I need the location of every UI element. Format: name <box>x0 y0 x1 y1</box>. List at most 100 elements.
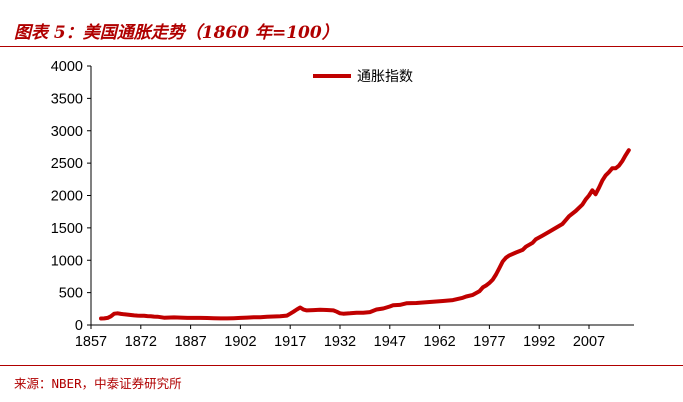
data-point <box>338 312 342 315</box>
data-point <box>265 315 269 318</box>
x-tick-label: 1917 <box>274 334 306 350</box>
data-point <box>113 312 116 315</box>
data-point <box>415 301 418 305</box>
data-point <box>548 230 551 233</box>
data-point <box>501 260 504 263</box>
data-point <box>133 314 136 317</box>
data-point <box>451 298 455 302</box>
data-point <box>441 299 445 303</box>
data-point <box>149 315 152 318</box>
series-line-inflation-index <box>99 148 631 321</box>
data-point <box>471 293 474 297</box>
data-point <box>129 313 132 317</box>
y-tick-label: 500 <box>59 286 83 302</box>
x-tick-label: 1977 <box>473 334 505 350</box>
data-point <box>601 179 604 182</box>
data-point <box>614 167 617 170</box>
data-point <box>342 312 345 315</box>
data-point <box>524 245 528 248</box>
data-point <box>305 309 308 312</box>
data-point <box>607 171 611 174</box>
y-tick-label: 4000 <box>51 59 83 75</box>
inflation-line-chart: 0 500 1000 1500 2000 2500 3000 3500 4000 1857 1872… <box>51 59 634 350</box>
source-rule <box>0 365 683 366</box>
data-point <box>521 248 524 252</box>
y-tick-label: 0 <box>75 318 83 334</box>
data-point <box>279 315 282 318</box>
data-point <box>624 154 627 157</box>
data-point <box>159 316 162 319</box>
data-point <box>172 316 176 319</box>
x-tick-label: 2007 <box>573 334 605 350</box>
data-point <box>375 308 378 311</box>
data-point <box>245 316 249 319</box>
data-point <box>206 316 209 320</box>
data-point <box>587 194 591 197</box>
title-rule <box>0 46 683 47</box>
data-point <box>461 296 464 299</box>
data-point <box>116 312 119 315</box>
y-tick-label: 2500 <box>51 156 83 172</box>
source-note: 来源：NBER，中泰证券研究所 <box>14 376 182 391</box>
data-point <box>391 304 395 307</box>
x-tick-label: 1947 <box>374 334 406 350</box>
data-point <box>166 316 169 319</box>
x-tick-label: 1902 <box>224 334 256 350</box>
data-point <box>99 317 103 320</box>
data-point <box>478 290 481 293</box>
data-point <box>312 308 315 312</box>
x-tick-label: 1992 <box>523 334 555 350</box>
data-point <box>368 310 372 314</box>
data-point <box>295 308 298 311</box>
data-point <box>123 313 126 316</box>
data-point <box>106 316 109 320</box>
data-point <box>119 312 123 316</box>
data-point <box>534 238 538 241</box>
data-point <box>504 256 508 259</box>
x-tick-label: 1962 <box>423 334 455 350</box>
data-point <box>212 317 215 320</box>
data-point <box>564 218 567 222</box>
data-point <box>481 286 484 289</box>
data-point <box>142 314 146 317</box>
data-point <box>617 164 621 167</box>
chart-title: 图表 5：美国通胀走势（1860 年=100） <box>14 23 339 43</box>
y-tick-label: 3500 <box>51 91 83 107</box>
x-tick-label: 1932 <box>324 334 356 350</box>
data-point <box>567 215 571 218</box>
y-tick-label: 2000 <box>51 189 83 205</box>
data-point <box>162 316 166 319</box>
data-point <box>425 301 428 304</box>
data-point <box>494 273 498 276</box>
y-tick-label: 1000 <box>51 253 83 269</box>
data-point <box>139 314 142 317</box>
data-point <box>561 222 564 226</box>
data-point <box>484 284 488 287</box>
data-point <box>199 316 202 320</box>
data-point <box>362 311 365 314</box>
data-point <box>225 317 229 320</box>
data-point <box>285 314 289 317</box>
data-point <box>508 254 511 257</box>
data-point <box>541 234 544 237</box>
data-point <box>355 311 358 314</box>
data-point <box>272 315 275 318</box>
data-point <box>398 303 401 307</box>
y-tick-label: 3000 <box>51 124 83 140</box>
data-point <box>325 308 328 312</box>
data-point <box>388 305 391 308</box>
data-point <box>604 174 607 177</box>
plot-area: 0 500 1000 1500 2000 2500 3000 3500 4000 1857 1872… <box>51 59 634 350</box>
x-tick-label: 1872 <box>125 334 157 350</box>
data-point <box>405 302 408 305</box>
data-point <box>382 307 385 310</box>
data-point <box>292 310 295 313</box>
data-point <box>232 317 235 320</box>
data-point <box>259 316 262 319</box>
data-point <box>146 314 149 318</box>
x-tick-label: 1887 <box>174 334 206 350</box>
data-point <box>348 312 352 315</box>
x-tick-label: 1857 <box>75 334 107 350</box>
data-point <box>332 309 335 312</box>
data-point <box>318 308 322 311</box>
